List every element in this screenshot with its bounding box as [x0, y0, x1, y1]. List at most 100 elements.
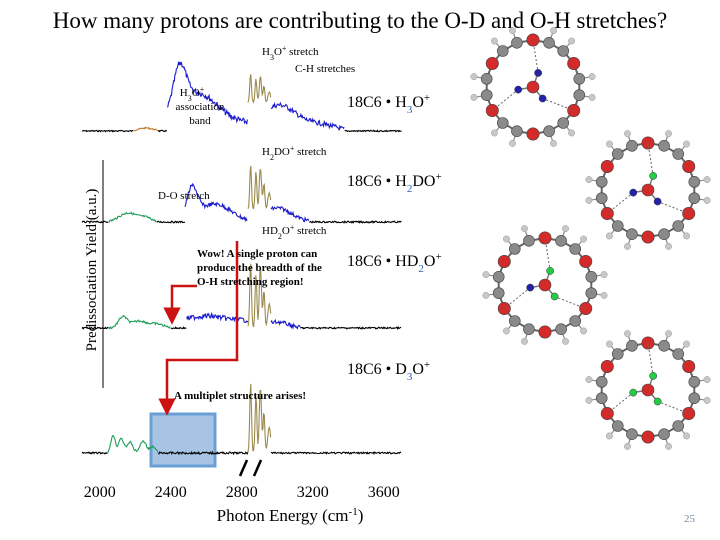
hd2o-stretch-tail: stretch — [294, 225, 327, 237]
crown-ether-molecule-h2do — [585, 130, 711, 250]
panel-label-hd2o: 18C6 • HD2O+ — [347, 251, 442, 275]
panel-label-h3o-part1: 3 — [407, 104, 413, 116]
x-tick-label-2800: 2800 — [226, 484, 258, 501]
assoc-band-annotation-line2: association — [176, 101, 225, 113]
hd2o-stretch-annotation: HD2O+ stretch — [262, 223, 327, 241]
h2do-baseline-low — [81, 220, 109, 224]
d3o-ch-stretches — [247, 383, 272, 453]
assoc-band-annotation-line3: band — [189, 115, 211, 127]
d3o-od-band — [106, 435, 159, 455]
h3o-oh-band-left — [166, 60, 248, 125]
x-axis-label-base: Photon Energy (cm — [217, 506, 349, 525]
red-arrow-wow — [163, 284, 197, 325]
panel-label-d3o-part1: 3 — [407, 371, 413, 383]
d3o-baseline-high — [270, 451, 402, 456]
assoc-sub: 3 — [188, 94, 192, 103]
crown-ether-molecule-hd2o — [482, 225, 608, 345]
x-axis-label-exponent: -1 — [349, 506, 358, 518]
x-axis-label: Photon Energy (cm-1) — [217, 506, 364, 525]
od-stretch-annotation: D-O stretch — [158, 190, 210, 202]
h3o-baseline-mid — [157, 129, 168, 133]
panel-label-h2do: 18C6 • H2DO+ — [347, 171, 442, 195]
panel-label-h3o-part0: 18C6 • H — [347, 94, 407, 111]
hd2o-oh-band-right — [270, 318, 301, 331]
assoc-sup: + — [200, 85, 205, 94]
panel-label-h2do-part3: + — [435, 171, 441, 183]
d3o-baseline-low — [81, 451, 108, 455]
h2do-stretch-post: DO — [274, 146, 290, 158]
h2do-stretch-tail: stretch — [294, 146, 327, 158]
panel-label-hd2o-part3: + — [435, 251, 441, 263]
hd2o-stretch-pre: HD — [262, 225, 278, 237]
h2do-oh-band-left — [184, 182, 248, 223]
crown-ether-molecule-d3o — [585, 330, 711, 450]
h3o-ch-stretches — [247, 74, 272, 104]
molecule-structures — [470, 27, 711, 450]
x-axis-label-close: ) — [358, 506, 364, 525]
h2do-oh-band-right — [270, 205, 310, 223]
panel-label-d3o-part3: + — [424, 359, 430, 371]
h3o-stretch-pre: H — [262, 46, 270, 58]
h2do-baseline-mid — [156, 220, 186, 224]
h3o-stretch-annotation: H3O+ stretch — [262, 44, 319, 62]
ch-stretches-annotation: C-H stretches — [295, 63, 355, 75]
assoc-post: O — [192, 87, 200, 99]
x-tick-label-2000: 2000 — [84, 484, 116, 501]
hd2o-baseline-high — [300, 325, 402, 331]
d3o-baseline-mid — [157, 450, 249, 456]
slide-title: How many protons are contributing to the… — [52, 8, 668, 33]
panel-label-h3o: 18C6 • H3O+ — [347, 92, 430, 116]
h3o-assoc-band — [133, 126, 159, 132]
assoc-band-annotation-line1: H3O+ — [180, 85, 205, 103]
panel-label-d3o-part2: O — [412, 361, 424, 378]
panel-label-h2do-part1: 2 — [407, 183, 413, 195]
axis-break-marks — [238, 459, 263, 477]
panel-label-d3o: 18C6 • D3O+ — [347, 359, 430, 383]
panel-label-hd2o-part0: 18C6 • HD — [347, 253, 418, 270]
panel-label-d3o-part0: 18C6 • D — [347, 361, 407, 378]
page-number: 25 — [684, 513, 695, 525]
annotation-arrows — [158, 241, 239, 416]
panel-label-h2do-part2: DO — [412, 173, 435, 190]
h2do-od-band — [108, 211, 157, 223]
panel-label-h2do-part0: 18C6 • H — [347, 173, 407, 190]
x-tick-labels: 2000 2400 2800 3200 3600 — [84, 484, 400, 501]
wow-annotation-line2: produce the breadth of the — [197, 262, 322, 274]
hd2o-stretch-post: O — [282, 225, 290, 237]
h3o-baseline-low — [81, 129, 134, 133]
crown-ether-molecule-h3o — [470, 27, 596, 147]
wow-annotation-line3: O-H stretching region! — [197, 276, 304, 288]
y-axis-label: Predissociation Yield (a.u.) — [84, 189, 100, 352]
h3o-baseline-high — [344, 129, 402, 133]
hd2o-baseline-mid — [170, 326, 187, 330]
hd2o-stretch-sup: + — [290, 223, 295, 232]
panel-labels: 18C6 • H3O+18C6 • H2DO+18C6 • HD2O+18C6 … — [347, 92, 442, 383]
h2do-stretch-sub: 2 — [270, 153, 274, 162]
h2do-stretch-pre: H — [262, 146, 270, 158]
x-tick-label-2400: 2400 — [155, 484, 187, 501]
x-tick-label-3200: 3200 — [297, 484, 329, 501]
hd2o-oh-band-left — [186, 311, 249, 324]
panel-label-hd2o-part1: 2 — [418, 263, 424, 275]
x-tick-label-3600: 3600 — [368, 484, 400, 501]
multiplet-annotation: A multiplet structure arises! — [174, 390, 306, 402]
h2do-ch-stretches — [247, 165, 272, 210]
panel-label-h3o-part2: O — [412, 94, 424, 111]
h2do-baseline-high — [309, 220, 402, 224]
wow-annotation-line1: Wow! A single proton can — [197, 248, 317, 260]
h2do-stretch-sup: + — [290, 144, 295, 153]
red-arrow-multiplet — [158, 241, 239, 416]
hd2o-od-band — [108, 314, 171, 330]
h3o-stretch-tail: stretch — [286, 46, 319, 58]
h3o-oh-band-right — [270, 101, 345, 131]
hd2o-baseline-low — [81, 326, 109, 330]
multiplet-highlight-box — [149, 412, 217, 468]
panel-label-h3o-part3: + — [424, 92, 430, 104]
spectra-traces — [81, 60, 402, 456]
h3o-stretch-sup: + — [282, 44, 287, 53]
h3o-stretch-post: O — [274, 46, 282, 58]
assoc-pre: H — [180, 87, 188, 99]
h2do-stretch-annotation: H2DO+ stretch — [262, 144, 327, 162]
